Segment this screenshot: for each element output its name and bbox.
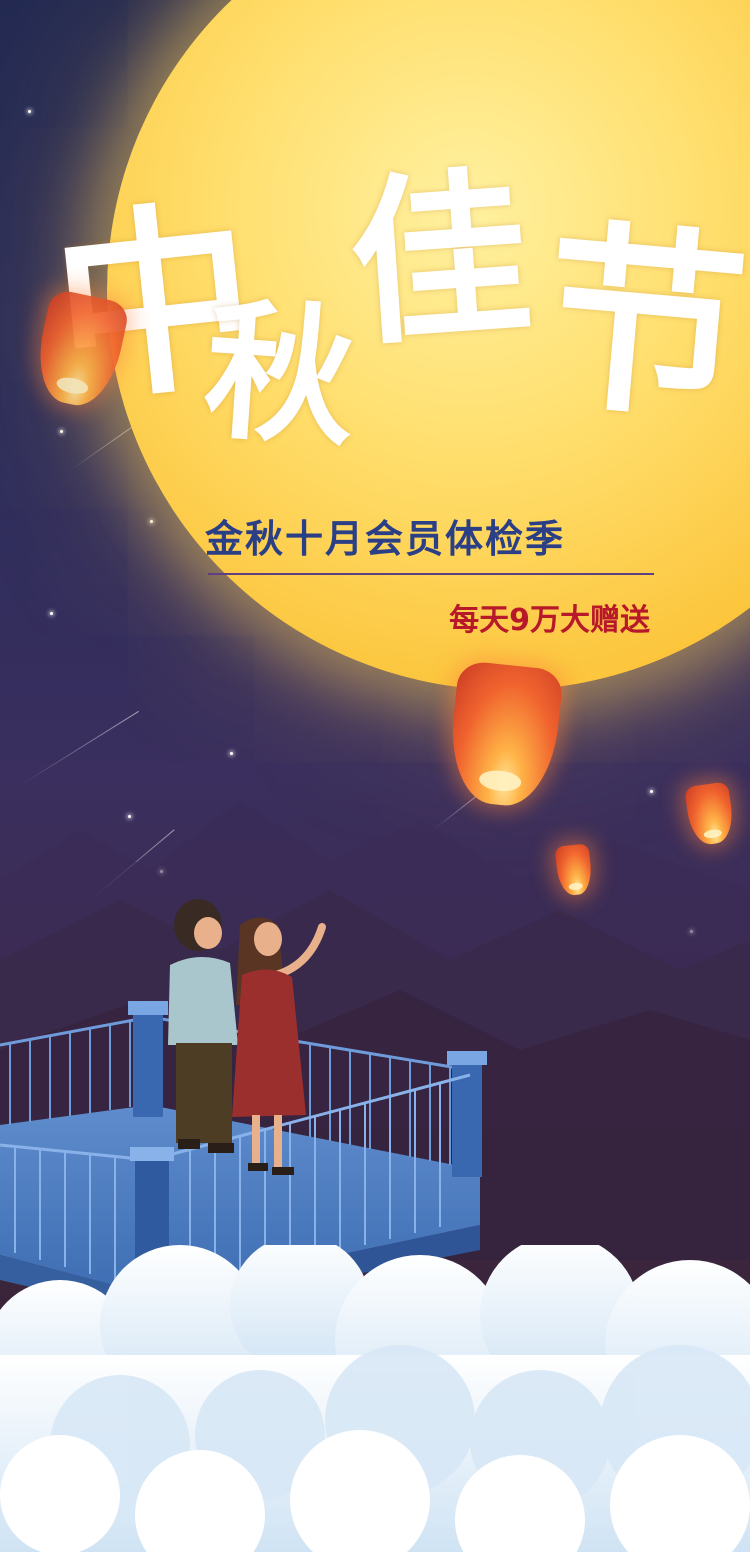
slogan: 每天9万大赠送 [449, 603, 650, 638]
clouds [0, 1245, 750, 1552]
meteor-icon [69, 424, 136, 471]
title-char: 佳 [342, 147, 538, 372]
star-icon [230, 752, 233, 755]
star-icon [128, 815, 131, 818]
star-icon [150, 520, 153, 523]
couple-icon [168, 899, 326, 1175]
divider [208, 573, 654, 575]
title-char: 节 [535, 198, 750, 451]
title-char: 秋 [199, 281, 361, 469]
star-icon [28, 110, 31, 113]
star-icon [50, 612, 53, 615]
star-icon [60, 430, 63, 433]
star-icon [650, 790, 653, 793]
subtitle: 金秋十月会员体检季 [205, 517, 566, 561]
